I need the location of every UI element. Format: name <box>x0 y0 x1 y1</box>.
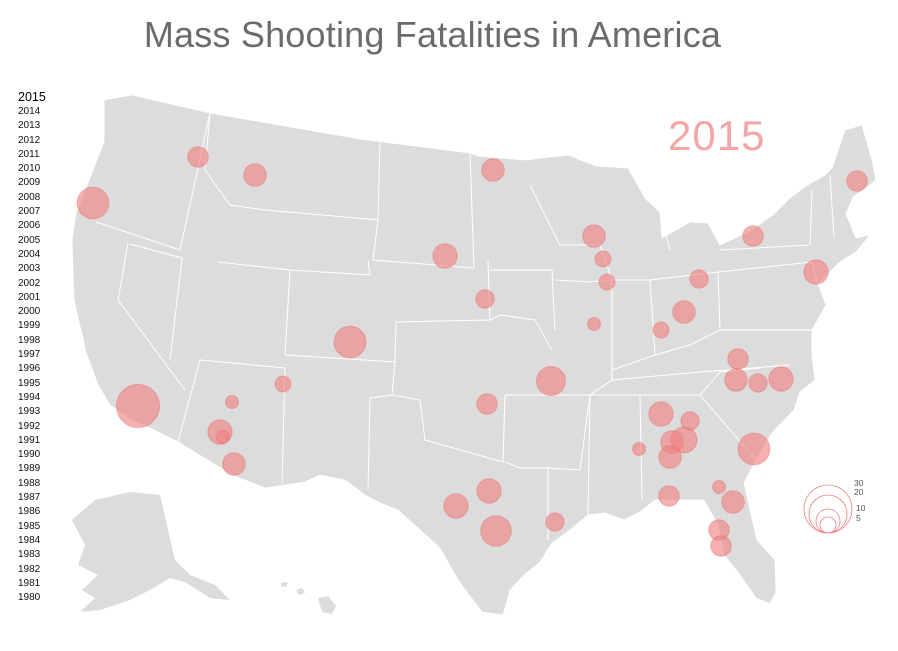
year-option-1993[interactable]: 1993 <box>18 406 41 418</box>
year-option-2008[interactable]: 2008 <box>18 191 41 203</box>
legend-circle-10 <box>815 508 841 534</box>
year-option-2006[interactable]: 2006 <box>18 220 41 232</box>
fatality-marker[interactable] <box>481 158 505 182</box>
fatality-marker[interactable] <box>274 375 292 393</box>
fatality-marker[interactable] <box>710 535 732 557</box>
fatality-marker[interactable] <box>187 146 209 168</box>
year-option-1995[interactable]: 1995 <box>18 377 41 389</box>
year-option-2002[interactable]: 2002 <box>18 277 41 289</box>
fatality-marker[interactable] <box>648 401 674 427</box>
contiguous-us-landmass <box>71 94 877 616</box>
fatality-marker[interactable] <box>768 366 794 392</box>
fatality-marker[interactable] <box>727 348 749 370</box>
fatality-marker[interactable] <box>724 368 748 392</box>
year-option-1986[interactable]: 1986 <box>18 506 41 518</box>
fatality-marker[interactable] <box>680 411 700 431</box>
year-option-2015[interactable]: 2015 <box>18 90 46 104</box>
year-option-2003[interactable]: 2003 <box>18 263 41 275</box>
fatality-marker[interactable] <box>333 325 367 359</box>
year-option-1982[interactable]: 1982 <box>18 563 41 575</box>
size-legend: 30 20 10 5 <box>803 478 866 534</box>
year-option-1991[interactable]: 1991 <box>18 434 41 446</box>
year-option-1984[interactable]: 1984 <box>18 534 41 546</box>
fatality-marker[interactable] <box>432 243 458 269</box>
fatality-marker[interactable] <box>545 512 565 532</box>
year-option-1985[interactable]: 1985 <box>18 520 41 532</box>
legend-circle-20 <box>808 494 848 534</box>
fatality-marker[interactable] <box>582 224 606 248</box>
fatality-marker[interactable] <box>672 300 696 324</box>
marker-layer <box>76 146 868 557</box>
fatality-marker[interactable] <box>216 430 230 444</box>
fatality-marker[interactable] <box>222 452 246 476</box>
hawaii-islands <box>281 582 336 614</box>
fatality-marker[interactable] <box>803 259 829 285</box>
year-option-2013[interactable]: 2013 <box>18 120 41 132</box>
year-option-1981[interactable]: 1981 <box>18 577 41 589</box>
land-group <box>71 94 877 616</box>
fatality-marker[interactable] <box>598 273 616 291</box>
year-option-2007[interactable]: 2007 <box>18 206 41 218</box>
year-list: 2015 2014 2013 2012 2011 2010 2009 2008 2007 2006… <box>18 89 78 605</box>
year-option-1989[interactable]: 1989 <box>18 463 41 475</box>
year-option-2001[interactable]: 2001 <box>18 291 41 303</box>
legend-label-10: 10 <box>856 503 866 513</box>
selected-year-label: 2015 <box>668 112 766 159</box>
legend-label-30: 30 <box>854 478 864 488</box>
year-option-2010[interactable]: 2010 <box>18 163 41 175</box>
fatality-marker[interactable] <box>737 432 771 466</box>
fatality-marker[interactable] <box>712 480 726 494</box>
year-option-1987[interactable]: 1987 <box>18 492 41 504</box>
year-option-1998[interactable]: 1998 <box>18 334 41 346</box>
year-option-1999[interactable]: 1999 <box>18 320 41 332</box>
fatality-marker[interactable] <box>846 170 868 192</box>
fatality-marker[interactable] <box>587 317 601 331</box>
year-option-2012[interactable]: 2012 <box>18 134 41 146</box>
year-option-1996[interactable]: 1996 <box>18 363 41 375</box>
fatality-marker[interactable] <box>742 225 764 247</box>
year-option-1988[interactable]: 1988 <box>18 477 41 489</box>
year-option-2004[interactable]: 2004 <box>18 248 41 260</box>
year-option-2014[interactable]: 2014 <box>18 106 41 117</box>
year-option-1983[interactable]: 1983 <box>18 549 41 561</box>
fatality-marker[interactable] <box>443 493 469 519</box>
fatality-marker[interactable] <box>652 321 670 339</box>
fatality-marker[interactable] <box>243 163 267 187</box>
fatality-marker[interactable] <box>658 445 682 469</box>
legend-label-20: 20 <box>854 487 864 497</box>
year-option-2005[interactable]: 2005 <box>18 234 41 246</box>
year-option-1980[interactable]: 1980 <box>18 592 41 604</box>
fatality-marker[interactable] <box>658 485 680 507</box>
year-option-1990[interactable]: 1990 <box>18 449 41 461</box>
fatality-marker[interactable] <box>76 186 110 220</box>
fatality-marker[interactable] <box>476 393 498 415</box>
fatality-marker[interactable] <box>689 269 709 289</box>
year-option-1994[interactable]: 1994 <box>18 391 41 403</box>
fatality-marker[interactable] <box>594 250 612 268</box>
fatality-marker[interactable] <box>225 395 239 409</box>
legend-circle-5 <box>819 516 837 534</box>
alaska-landmass <box>72 492 230 612</box>
fatality-marker[interactable] <box>632 442 646 456</box>
fatality-marker[interactable] <box>721 490 745 514</box>
fatality-marker[interactable] <box>115 383 161 429</box>
fatality-marker[interactable] <box>480 515 512 547</box>
fatality-marker[interactable] <box>475 289 495 309</box>
fatality-marker[interactable] <box>476 478 502 504</box>
year-option-2000[interactable]: 2000 <box>18 306 41 318</box>
legend-label-5: 5 <box>856 513 861 523</box>
year-option-1997[interactable]: 1997 <box>18 349 41 361</box>
year-option-2009[interactable]: 2009 <box>18 177 41 189</box>
year-option-1992[interactable]: 1992 <box>18 420 41 432</box>
fatality-marker[interactable] <box>536 366 566 396</box>
fatality-marker[interactable] <box>748 373 768 393</box>
chart-title: Mass Shooting Fatalities in America <box>143 14 722 55</box>
state-borders <box>95 112 835 540</box>
year-option-2011[interactable]: 2011 <box>18 148 40 160</box>
